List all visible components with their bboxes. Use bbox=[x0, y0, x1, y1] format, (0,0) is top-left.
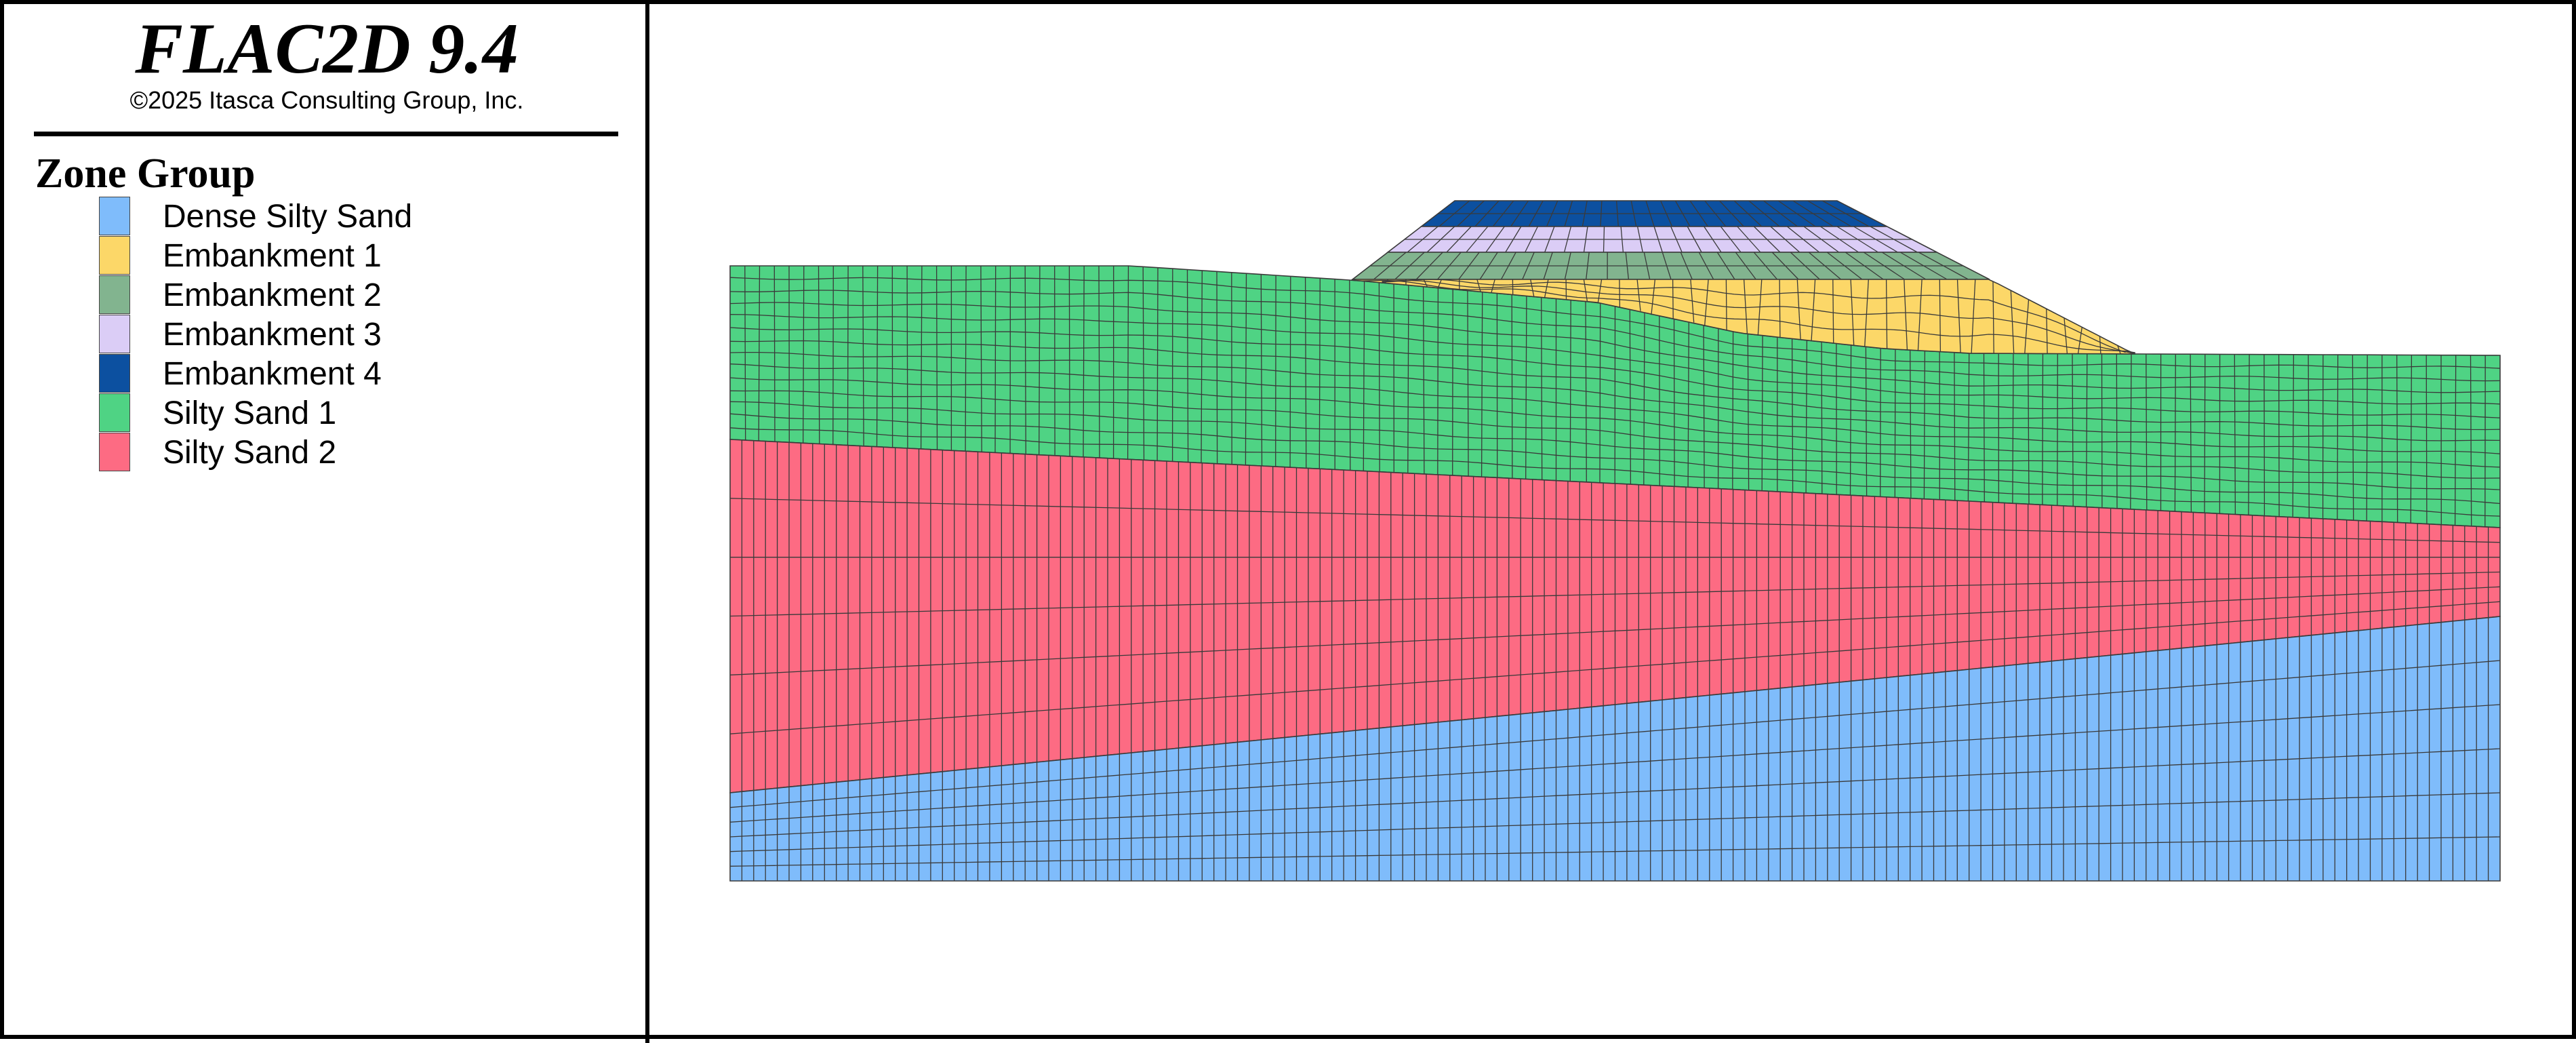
mesh-column-line bbox=[1880, 349, 1881, 497]
mesh-column-line bbox=[774, 266, 775, 441]
legend-label: Silty Sand 2 bbox=[163, 435, 336, 471]
zone-mesh bbox=[649, 8, 2576, 1039]
mesh-column-line bbox=[907, 266, 908, 448]
mesh-column-line bbox=[1128, 266, 1129, 459]
legend-label: Embankment 3 bbox=[163, 317, 382, 353]
legend-label: Embankment 2 bbox=[163, 277, 382, 314]
mesh-column-line bbox=[1726, 279, 1727, 330]
mesh-column-line bbox=[995, 266, 996, 453]
legend-label: Embankment 1 bbox=[163, 238, 382, 275]
mesh-column-line bbox=[1779, 279, 1780, 337]
mesh-column-line bbox=[1954, 353, 1955, 500]
mesh-column-line bbox=[2279, 355, 2280, 517]
legend-panel: FLAC2D 9.4 ©2025 Itasca Consulting Group… bbox=[4, 4, 649, 1043]
mesh-column-line bbox=[937, 266, 938, 450]
mesh-column-line bbox=[1659, 316, 1660, 486]
mesh-column-line bbox=[2337, 355, 2338, 519]
zone-group-embankment-2 bbox=[1352, 252, 1990, 279]
mesh-column-line bbox=[833, 266, 834, 445]
legend-swatch bbox=[99, 236, 130, 275]
mesh-column-line bbox=[2426, 355, 2427, 524]
mesh-column-line bbox=[1833, 279, 1834, 343]
mesh-column-line bbox=[1600, 303, 1601, 483]
mesh-column-line bbox=[1762, 336, 1763, 491]
mesh-column-line bbox=[1069, 266, 1070, 456]
mesh-column-line bbox=[1674, 319, 1675, 486]
mesh-column-line bbox=[1984, 353, 1985, 502]
legend-swatch bbox=[99, 275, 130, 314]
legend-swatch bbox=[99, 433, 130, 471]
mesh-column-line bbox=[1570, 300, 1571, 481]
mesh-column-line bbox=[1290, 276, 1291, 467]
legend-swatch bbox=[99, 315, 130, 353]
mesh-column-line bbox=[2057, 354, 2058, 506]
mesh-column-line bbox=[1157, 268, 1158, 461]
mesh-column-line bbox=[745, 266, 746, 440]
app-title: FLAC2D 9.4 bbox=[4, 8, 649, 90]
legend-swatch bbox=[99, 354, 130, 393]
legend-label: Silty Sand 1 bbox=[163, 395, 336, 432]
mesh-column-line bbox=[1619, 279, 1620, 307]
title-divider bbox=[34, 132, 618, 136]
mesh-column-line bbox=[2264, 355, 2265, 516]
legend-swatch bbox=[99, 197, 130, 235]
model-view[interactable] bbox=[649, 8, 2576, 1039]
mesh-column-line bbox=[1673, 279, 1674, 319]
legend-label: Dense Silty Sand bbox=[163, 199, 412, 235]
copyright-text: ©2025 Itasca Consulting Group, Inc. bbox=[4, 84, 649, 117]
zone-group-embankment-3 bbox=[1388, 227, 1937, 252]
mesh-column-line bbox=[848, 266, 849, 446]
legend-heading: Zone Group bbox=[35, 148, 255, 199]
mesh-column-line bbox=[2042, 353, 2043, 505]
mesh-column-line bbox=[1379, 283, 1380, 472]
zone-group-embankment-4 bbox=[1422, 201, 1887, 227]
legend-label: Embankment 4 bbox=[163, 356, 382, 393]
mesh-column-line bbox=[2116, 354, 2117, 509]
legend-swatch bbox=[99, 393, 130, 432]
